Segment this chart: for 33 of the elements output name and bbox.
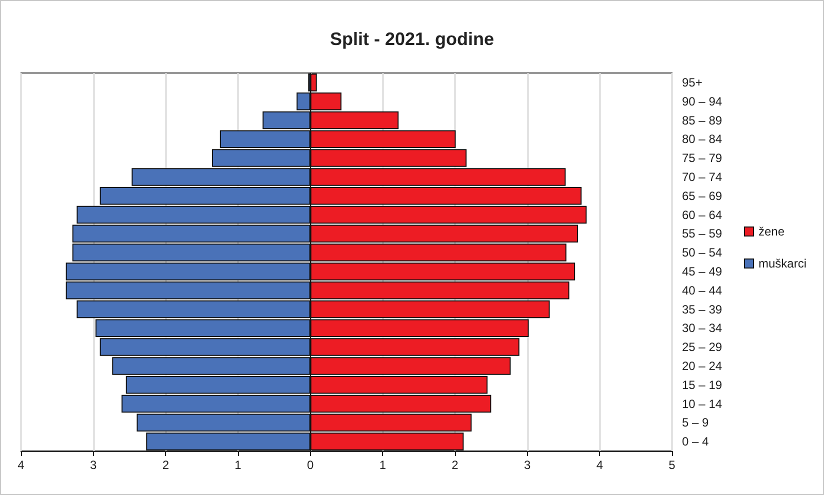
x-tick-label: 4 [596,458,604,472]
x-tick-label: 3 [524,458,531,472]
x-tick-label: 2 [452,458,459,472]
y-tick-label: 10 – 14 [682,396,722,411]
y-tick-label: 30 – 34 [682,321,722,336]
y-tick-label: 50 – 54 [682,246,722,260]
y-tick-label: 15 – 19 [682,378,722,392]
x-tick-label: 1 [379,458,386,472]
y-tick-label: 85 – 89 [682,113,722,128]
y-tick-label: 20 – 24 [682,358,722,373]
y-tick-label: 70 – 74 [682,170,722,184]
y-tick-label: 65 – 69 [682,188,722,203]
x-tick-label: 5 [668,458,676,472]
y-tick-label: 80 – 84 [682,132,722,146]
x-tick-label: 1 [234,458,242,472]
x-tick-label: 2 [162,458,170,472]
x-tick-label: 3 [90,458,97,472]
y-tick-label: 25 – 29 [682,340,722,354]
y-tick-label: 45 – 49 [682,264,722,278]
legend-label: muškarci [758,256,807,270]
y-tick-label: 0 – 4 [682,434,710,449]
chart-title: Split - 2021. godine [330,29,494,49]
y-tick-label: 75 – 79 [682,151,722,166]
y-tick-label: 60 – 64 [682,208,722,222]
y-tick-label: 95+ [682,75,702,90]
x-tick-label: 4 [18,458,25,472]
legend-label: žene [758,224,785,238]
y-tick-label: 55 – 59 [682,226,722,241]
x-tick-label: 0 [306,458,314,472]
y-tick-label: 90 – 94 [682,94,722,108]
y-tick-label: 40 – 44 [682,283,722,298]
y-tick-label: 35 – 39 [682,302,722,316]
y-tick-label: 5 – 9 [682,416,710,430]
